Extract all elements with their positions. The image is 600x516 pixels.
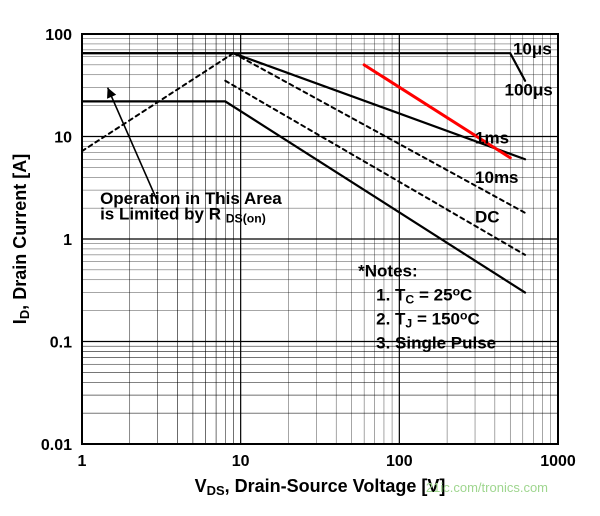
svg-text:100: 100 (386, 453, 413, 470)
10ms-curve-label: 10ms (475, 168, 518, 187)
svg-text:1000: 1000 (540, 453, 576, 470)
svg-text:3. Single Pulse: 3. Single Pulse (376, 334, 496, 353)
svg-text:100: 100 (45, 27, 72, 44)
svg-text:0.1: 0.1 (50, 335, 72, 352)
watermark: 21ic.com/tronics.com (426, 480, 548, 495)
dc-curve-label: DC (475, 207, 500, 226)
svg-text:10: 10 (232, 453, 250, 470)
100us-curve-label: 100μs (504, 81, 552, 100)
1ms-curve-label: 1ms (475, 129, 509, 148)
svg-text:1: 1 (63, 232, 72, 249)
10us-curve-label: 10μs (513, 40, 552, 59)
svg-text:0.01: 0.01 (41, 437, 72, 454)
svg-text:1: 1 (78, 453, 87, 470)
soa-chart: 1 10 100 1000 0.01 0.1 1 10 100 VDS, Drain-Source… (0, 0, 600, 516)
chart-svg: 1 10 100 1000 0.01 0.1 1 10 100 VDS, Drain-Source… (0, 0, 600, 516)
svg-text:*Notes:: *Notes: (358, 262, 418, 281)
svg-text:ID, Drain Current [A]: ID, Drain Current [A] (10, 154, 32, 324)
svg-text:10: 10 (54, 130, 72, 147)
svg-text:VDS, Drain-Source Voltage [V]: VDS, Drain-Source Voltage [V] (195, 476, 446, 498)
